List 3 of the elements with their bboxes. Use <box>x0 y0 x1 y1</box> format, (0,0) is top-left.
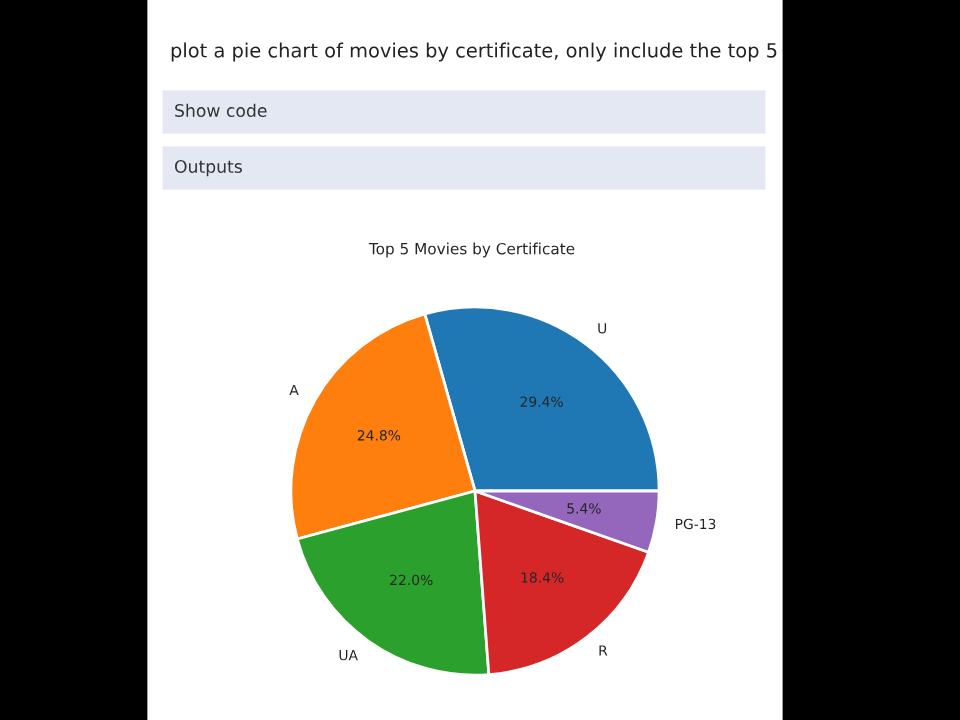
text: plot a pie chart of movies by certificate, only include the top 5 <box>171 42 777 62</box>
text: Show code <box>175 103 267 117</box>
text: Outputs <box>174 159 242 177</box>
